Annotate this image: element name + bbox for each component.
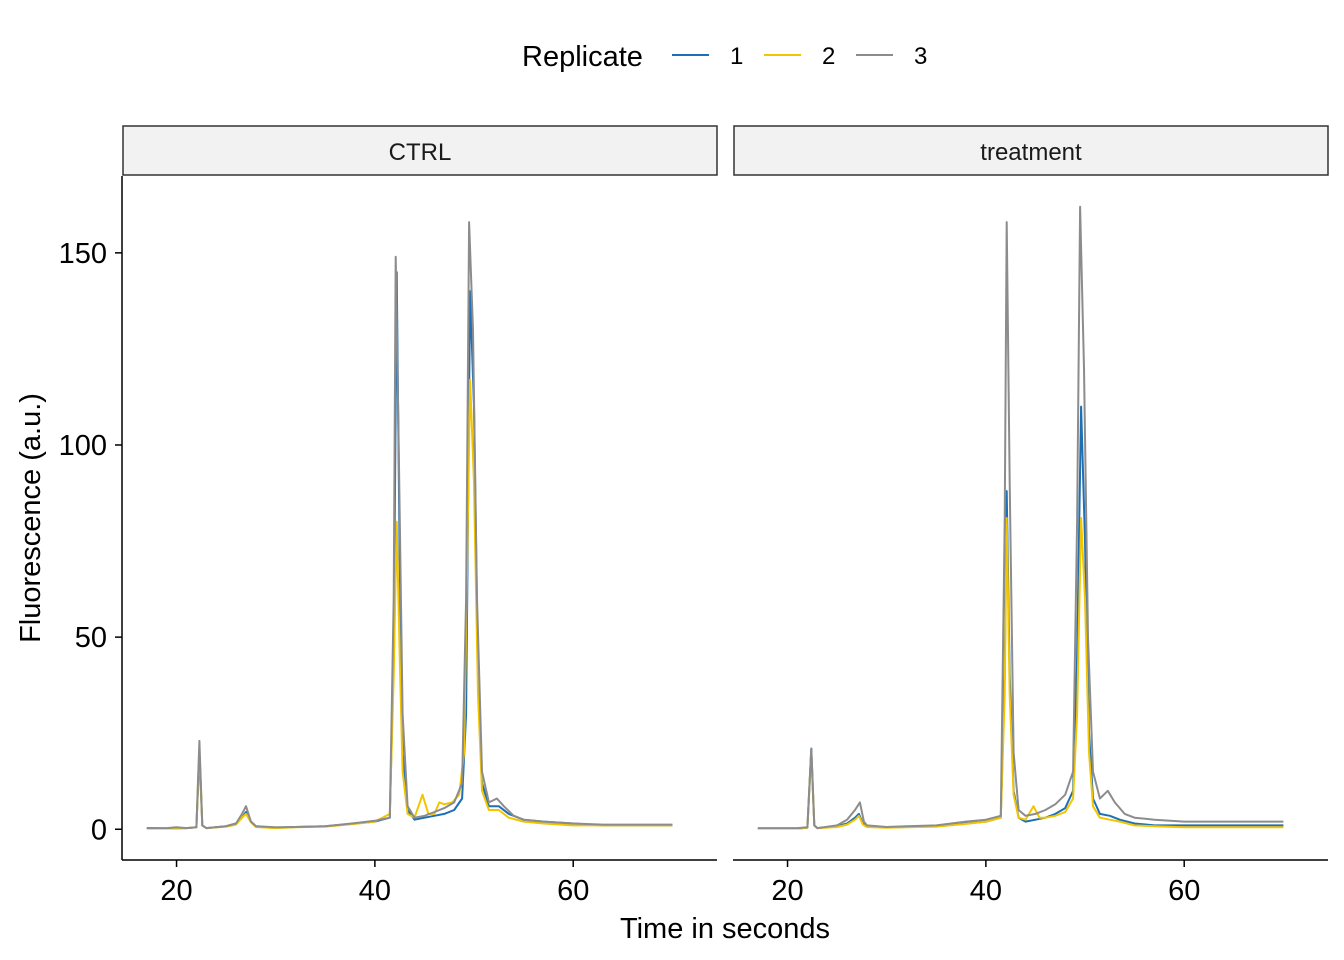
y-tick-label: 50	[75, 622, 107, 654]
strip-label-ctrl: CTRL	[389, 139, 452, 166]
strip-treatment	[733, 125, 1329, 176]
x-ticks-ctrl: 20 40 60	[160, 860, 589, 907]
x-tick-label: 60	[557, 875, 589, 907]
y-tick-label: 100	[59, 430, 107, 462]
legend-entries: 1 2 3	[672, 43, 927, 70]
y-tick-label: 150	[59, 238, 107, 270]
series-line-treatment-2	[757, 517, 1284, 830]
strip-ctrl	[122, 125, 718, 176]
legend-title: Replicate	[522, 41, 643, 73]
y-axis-title: Fluorescence (a.u.)	[15, 393, 47, 643]
x-tick-label: 20	[771, 875, 803, 907]
x-tick-label: 20	[160, 875, 192, 907]
strip-label-treatment: treatment	[980, 139, 1082, 166]
y-tick-label: 0	[91, 814, 107, 846]
plot-area-treatment	[757, 205, 1284, 830]
series-line-treatment-3	[757, 205, 1284, 830]
legend-label-3: 3	[914, 43, 927, 70]
y-ticks: 0 50 100 150	[59, 238, 122, 846]
x-tick-label: 40	[359, 875, 391, 907]
panel-ctrl: CTRL 20 40 60 0 50 100 150	[59, 125, 718, 907]
series-line-treatment-1	[757, 405, 1284, 830]
series-line-ctrl-1	[146, 271, 673, 830]
legend: Replicate 1 2 3	[522, 41, 927, 73]
x-ticks-treatment: 20 40 60	[771, 860, 1200, 907]
x-axis-title: Time in seconds	[620, 913, 830, 945]
series-line-ctrl-2	[146, 378, 673, 830]
legend-label-1: 1	[730, 43, 743, 70]
legend-label-2: 2	[822, 43, 835, 70]
plot-area-ctrl	[146, 221, 673, 830]
x-tick-label: 60	[1168, 875, 1200, 907]
x-tick-label: 40	[970, 875, 1002, 907]
panel-treatment: treatment 20 40 60	[733, 125, 1329, 907]
series-line-ctrl-3	[146, 221, 673, 830]
